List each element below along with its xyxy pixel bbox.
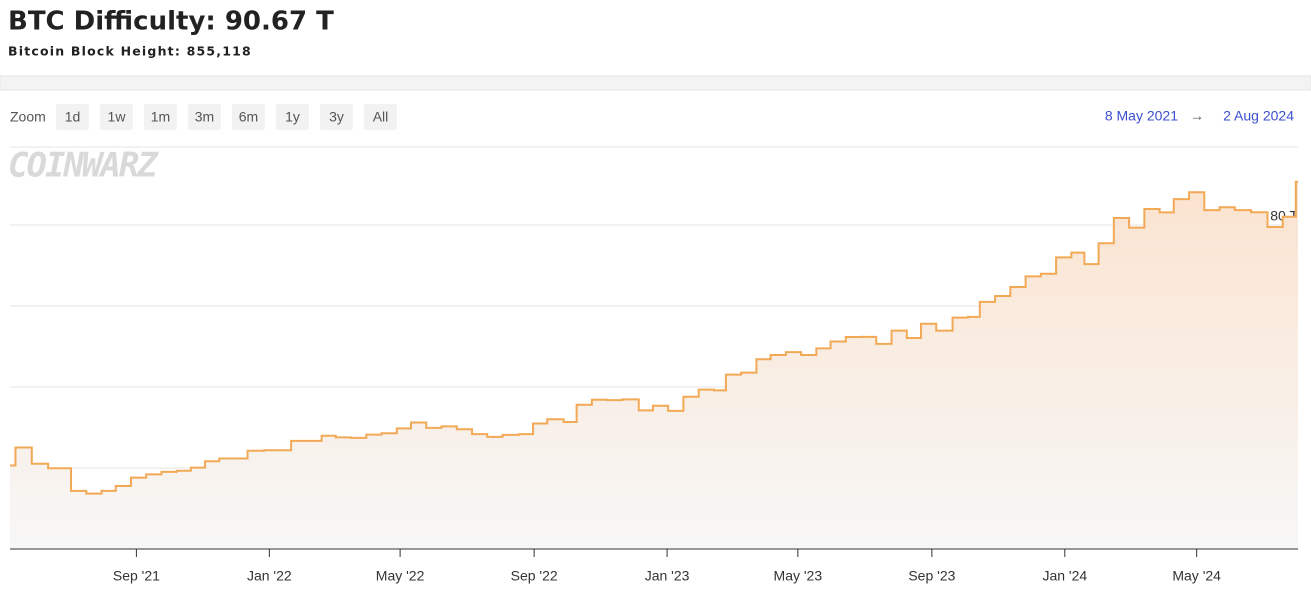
- zoom-button-label[interactable]: 3m: [195, 109, 214, 125]
- zoom-button-label[interactable]: All: [373, 109, 389, 125]
- x-tick-label: May '23: [774, 568, 823, 584]
- page-subtitle: Bitcoin Block Height: 855,118: [8, 44, 252, 59]
- range-from[interactable]: 8 May 2021: [1105, 108, 1178, 124]
- zoom-button[interactable]: 6m: [232, 104, 265, 130]
- zoom-button-label[interactable]: 1w: [108, 109, 127, 125]
- x-tick-label: May '24: [1172, 568, 1221, 584]
- zoom-button-bg[interactable]: [320, 104, 353, 130]
- zoom-button-label[interactable]: 1m: [151, 109, 170, 125]
- zoom-button[interactable]: All: [364, 104, 397, 130]
- zoom-button-bg[interactable]: [100, 104, 133, 130]
- zoom-button-bg[interactable]: [364, 104, 397, 130]
- x-tick-label: Sep '21: [113, 568, 160, 584]
- zoom-button[interactable]: 3m: [188, 104, 221, 130]
- zoom-button-bg[interactable]: [56, 104, 89, 130]
- range-arrow: →: [1190, 108, 1204, 124]
- x-tick-label: Jan '24: [1042, 568, 1087, 584]
- watermark: COINWARZ: [8, 146, 159, 186]
- area: [10, 181, 1298, 549]
- zoom-button-label[interactable]: 1d: [65, 109, 81, 125]
- x-tick-label: May '22: [376, 568, 425, 584]
- zoom-button-bg[interactable]: [188, 104, 221, 130]
- line: [10, 180, 1298, 495]
- zoom-button-label[interactable]: 6m: [239, 109, 258, 125]
- divider-band: [0, 75, 1311, 91]
- x-tick-label: Sep '22: [511, 568, 558, 584]
- zoom-button[interactable]: 1m: [144, 104, 177, 130]
- zoom-button-label[interactable]: 1y: [285, 109, 300, 125]
- zoom-label: Zoom: [10, 109, 46, 125]
- zoom-button[interactable]: 1y: [276, 104, 309, 130]
- zoom-button[interactable]: 1d: [56, 104, 89, 130]
- zoom-button[interactable]: 1w: [100, 104, 133, 130]
- x-tick-label: Jan '22: [247, 568, 292, 584]
- zoom-button-bg[interactable]: [144, 104, 177, 130]
- x-tick-label: Jan '23: [645, 568, 690, 584]
- zoom-button-label[interactable]: 3y: [329, 109, 344, 125]
- zoom-button-bg[interactable]: [232, 104, 265, 130]
- zoom-button-bg[interactable]: [276, 104, 309, 130]
- zoom-button[interactable]: 3y: [320, 104, 353, 130]
- page-title: BTC Difficulty: 90.67 T: [8, 7, 334, 37]
- x-tick-label: Sep '23: [908, 568, 955, 584]
- range-to[interactable]: 2 Aug 2024: [1223, 108, 1294, 124]
